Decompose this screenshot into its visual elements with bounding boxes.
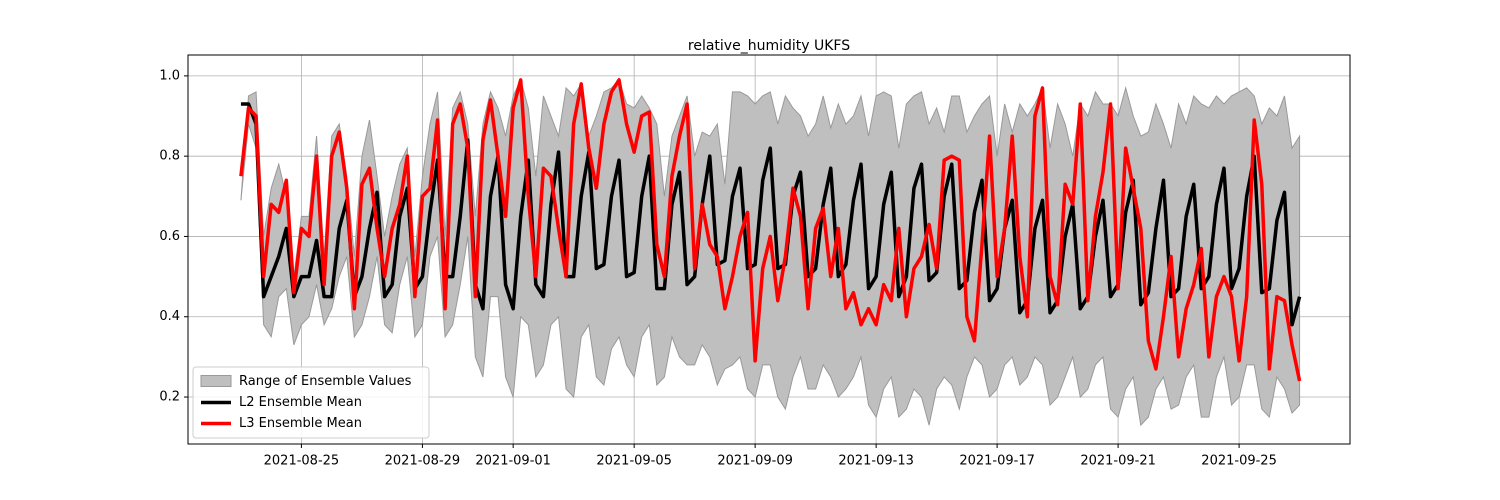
y-tick-label: 1.0: [159, 68, 180, 83]
x-tick-label: 2021-09-13: [838, 454, 914, 469]
x-tick-label: 2021-09-25: [1201, 454, 1277, 469]
plot-frame: [187, 54, 1351, 445]
chart-title: relative_humidity UKFS: [688, 38, 850, 54]
series-line: [239, 78, 1302, 382]
range-band: [240, 78, 1301, 427]
legend-label: L3 Ensemble Mean: [239, 416, 362, 431]
legend-swatch: [200, 375, 232, 387]
y-tick-label: 0.2: [159, 390, 180, 405]
x-tick-label: 2021-08-29: [385, 454, 461, 469]
y-tick-label: 0.4: [159, 309, 180, 324]
legend-box: [192, 366, 430, 439]
y-tick-label: 0.6: [159, 229, 180, 244]
x-tick-label: 2021-09-01: [475, 454, 551, 469]
x-tick-label: 2021-09-17: [959, 454, 1035, 469]
x-tick-label: 2021-09-05: [596, 454, 672, 469]
y-tick-label: 0.8: [159, 149, 180, 164]
legend-label: L2 Ensemble Mean: [239, 395, 362, 410]
x-tick-label: 2021-09-09: [717, 454, 793, 469]
x-tick-label: 2021-09-21: [1080, 454, 1156, 469]
legend-label: Range of Ensemble Values: [239, 374, 412, 389]
x-tick-label: 2021-08-25: [264, 454, 340, 469]
